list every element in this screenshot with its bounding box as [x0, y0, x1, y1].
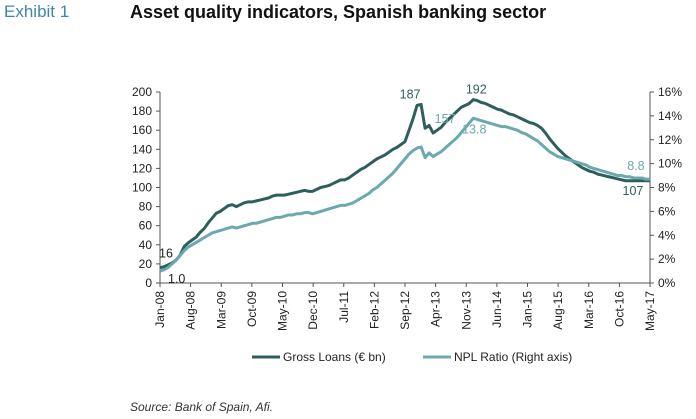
x-tick-label: Dec-10 — [306, 291, 320, 330]
chart-title: Asset quality indicators, Spanish bankin… — [130, 2, 547, 22]
y-left-tick-label: 160 — [132, 123, 152, 137]
data-label: 157 — [435, 112, 456, 126]
y-right-tick-label: 6% — [658, 204, 676, 218]
y-right-tick-label: 8% — [658, 181, 676, 195]
legend-label: Gross Loans (€ bn) — [283, 350, 386, 364]
y-left-tick-label: 20 — [139, 257, 153, 271]
x-tick-label: Apr-13 — [429, 291, 443, 327]
x-tick-label: Mar-16 — [582, 291, 596, 329]
x-tick-label: Oct-16 — [612, 291, 626, 327]
x-tick-label: May-17 — [643, 291, 657, 331]
data-label: 8.8 — [627, 159, 644, 173]
exhibit-label: Exhibit 1 — [4, 2, 70, 21]
y-left-tick-label: 180 — [132, 104, 152, 118]
y-right-tick-label: 14% — [658, 109, 682, 123]
y-left-tick-label: 140 — [132, 142, 152, 156]
y-left-tick-label: 200 — [132, 85, 152, 99]
x-tick-label: Oct-09 — [245, 291, 259, 327]
gross-loans-line — [159, 98, 650, 270]
y-left-tick-label: 60 — [139, 219, 153, 233]
y-left-tick-label: 120 — [132, 161, 152, 175]
npl-ratio-line — [159, 116, 650, 273]
y-right-tick-label: 10% — [658, 157, 682, 171]
y-left-tick-label: 0 — [145, 276, 152, 290]
x-tick-label: May-10 — [276, 291, 290, 331]
legend-label: NPL Ratio (Right axis) — [454, 350, 572, 364]
x-tick-label: Jun-14 — [490, 291, 504, 328]
source-note: Source: Bank of Spain, Afi. — [130, 400, 273, 414]
y-right-tick-label: 2% — [658, 252, 676, 266]
y-right-tick-label: 0% — [658, 276, 676, 290]
x-tick-label: Jan-15 — [521, 291, 535, 328]
x-tick-label: Feb-12 — [367, 291, 381, 329]
data-label: 16 — [159, 247, 173, 261]
y-right-tick-label: 4% — [658, 228, 676, 242]
y-left-tick-label: 80 — [139, 200, 153, 214]
y-right-tick-label: 12% — [658, 133, 682, 147]
x-tick-label: Mar-09 — [214, 291, 228, 329]
x-tick-label: Jul-11 — [337, 291, 351, 323]
y-right-tick-label: 16% — [658, 85, 682, 99]
data-label: 192 — [466, 83, 487, 97]
x-tick-label: Nov-13 — [459, 291, 473, 330]
x-tick-label: Aug-15 — [551, 291, 565, 330]
data-label: 1.0 — [168, 272, 185, 286]
x-tick-label: Sep-12 — [398, 291, 412, 330]
y-left-tick-label: 100 — [132, 181, 152, 195]
data-label: 107 — [623, 184, 644, 198]
y-left-tick-label: 40 — [139, 238, 153, 252]
data-label: 13.8 — [462, 122, 486, 136]
x-tick-label: Jan-08 — [153, 291, 167, 328]
x-tick-label: Aug-08 — [184, 291, 198, 330]
data-label: 187 — [400, 87, 421, 101]
